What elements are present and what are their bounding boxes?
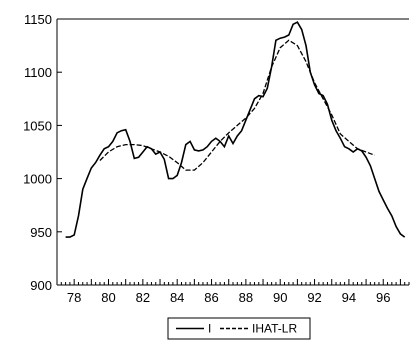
x-tick-label: 86 (204, 290, 218, 305)
legend-label-i: I (208, 322, 211, 336)
legend: I IHAT-LR (167, 317, 311, 340)
x-tick-label: 92 (307, 290, 321, 305)
x-tick-label: 94 (342, 290, 356, 305)
x-tick-label: 96 (376, 290, 390, 305)
y-tick-label: 1150 (24, 12, 52, 27)
legend-label-ihat-lr: IHAT-LR (252, 322, 297, 336)
x-tick-label: 80 (101, 290, 115, 305)
plot-area (65, 21, 406, 238)
axes: 900 950 1000 1050 1100 1150 78 80 82 84 86 88 90 92 94… (23, 12, 410, 305)
y-tick-label: 950 (30, 225, 52, 240)
series-line-i (65, 21, 406, 238)
x-tick-label: 84 (170, 290, 184, 305)
y-tick-label: 1000 (23, 172, 52, 187)
x-tick-label: 90 (273, 290, 287, 305)
x-tick-label: 82 (136, 290, 150, 305)
y-tick-label: 1050 (23, 118, 52, 133)
y-tick-label: 900 (30, 278, 52, 293)
x-tick-label: 88 (239, 290, 253, 305)
x-tick-label: 78 (67, 290, 81, 305)
series-line-ihat-lr (99, 39, 375, 171)
y-tick-label: 1100 (24, 65, 52, 80)
